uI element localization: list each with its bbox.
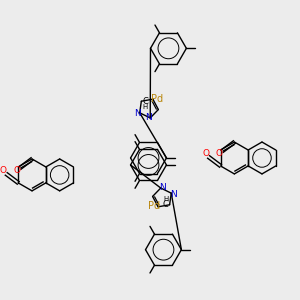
Text: N: N: [170, 190, 177, 199]
Text: N: N: [145, 113, 152, 122]
Text: C: C: [163, 200, 169, 209]
Text: H: H: [163, 196, 168, 202]
Text: O: O: [216, 149, 223, 158]
Text: Pd: Pd: [148, 201, 160, 211]
Text: Pd: Pd: [151, 94, 163, 104]
Text: N: N: [134, 109, 141, 118]
Text: H: H: [143, 104, 148, 110]
Text: O: O: [202, 149, 209, 158]
Text: N: N: [159, 182, 166, 191]
Text: O: O: [14, 167, 21, 176]
Text: O: O: [0, 167, 7, 176]
Text: C: C: [142, 97, 148, 106]
